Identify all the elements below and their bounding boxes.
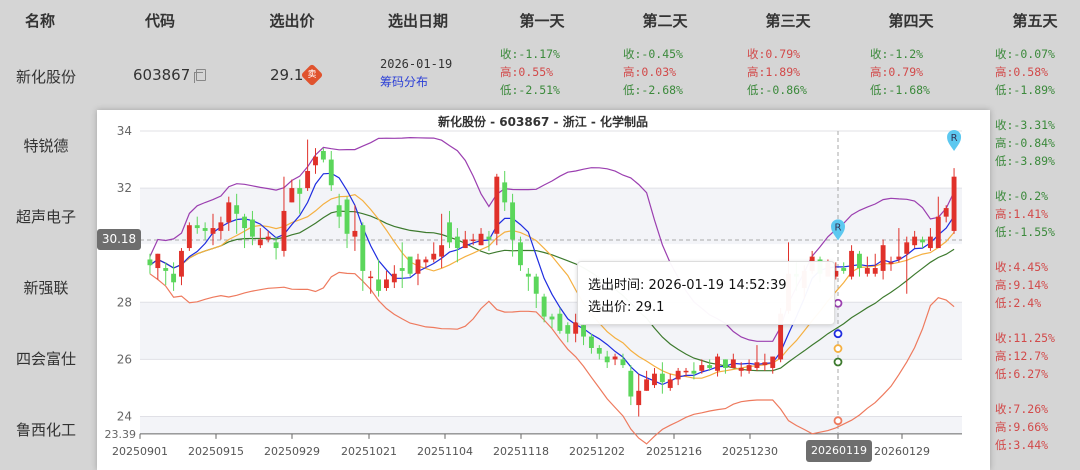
stock-code: 603867: [133, 66, 191, 84]
kline-chart-popup: 24 26 28 32 34 23.39 新化股份 - 603867 - 浙江 - 化学制品…: [97, 110, 990, 470]
svg-text:20250929: 20250929: [264, 445, 320, 458]
y-axis-pointer-label: 30.18: [97, 229, 141, 250]
svg-text:R: R: [951, 133, 958, 144]
day-high-pct: 高:12.7%: [995, 349, 1049, 363]
svg-text:20251202: 20251202: [569, 445, 625, 458]
tooltip-price: 选出价: 29.1: [588, 300, 665, 315]
day-close-pct: 收:-0.07%: [995, 47, 1055, 61]
day-high-pct: 高:0.58%: [995, 65, 1049, 79]
day-high-pct: 高:0.03%: [623, 65, 677, 79]
column-header: 第二天: [642, 12, 688, 30]
stock-name[interactable]: 四会富仕: [15, 350, 77, 368]
day-low-pct: 低:2.4%: [995, 296, 1042, 310]
svg-text:26: 26: [117, 352, 132, 366]
day-low-pct: 低:-2.51%: [500, 83, 560, 97]
column-header: 第四天: [888, 12, 934, 30]
day-close-pct: 收:11.25%: [995, 331, 1055, 345]
day-close-pct: 收:-1.17%: [500, 47, 560, 61]
svg-text:34: 34: [117, 124, 132, 138]
column-header: 第五天: [1012, 12, 1058, 30]
day-high-pct: 高:9.14%: [995, 278, 1049, 292]
day-close-pct: 收:-1.2%: [870, 47, 924, 61]
x-axis-pointer-label: 20260119: [806, 440, 872, 462]
stock-name[interactable]: 鲁西化工: [15, 421, 77, 439]
svg-text:28: 28: [117, 295, 132, 309]
column-header: 第三天: [765, 12, 811, 30]
svg-text:新化股份 - 603867 - 浙江 - 化学制品: 新化股份 - 603867 - 浙江 - 化学制品: [438, 114, 648, 129]
svg-text:20250901: 20250901: [112, 445, 168, 458]
svg-text:24: 24: [117, 410, 132, 424]
column-header: 第一天: [519, 12, 565, 30]
copy-icon[interactable]: [194, 69, 206, 83]
selected-date: 2026-01-19: [380, 57, 453, 71]
day-high-pct: 高:1.89%: [747, 65, 801, 79]
day-low-pct: 低:-0.86%: [747, 83, 807, 97]
day-high-pct: 高:0.55%: [500, 65, 554, 79]
day-low-pct: 低:-1.68%: [870, 83, 930, 97]
sell-icon[interactable]: 卖: [300, 63, 324, 87]
column-header: 名称: [24, 12, 56, 30]
day-high-pct: 高:9.66%: [995, 420, 1049, 434]
svg-text:20251021: 20251021: [341, 445, 397, 458]
day-high-pct: 高:1.41%: [995, 207, 1049, 221]
svg-text:23.39: 23.39: [105, 428, 137, 441]
day-low-pct: 低:-1.89%: [995, 83, 1055, 97]
stock-name[interactable]: 新化股份: [15, 68, 77, 86]
day-close-pct: 收:0.79%: [747, 47, 801, 61]
day-low-pct: 低:6.27%: [995, 367, 1049, 381]
svg-text:20251118: 20251118: [493, 445, 549, 458]
svg-text:20250915: 20250915: [188, 445, 244, 458]
kline-chart[interactable]: 24 26 28 32 34 23.39 新化股份 - 603867 - 浙江 - 化学制品…: [97, 110, 990, 470]
stock-name[interactable]: 新强联: [23, 279, 69, 297]
column-header: 选出价: [269, 12, 315, 30]
day-low-pct: 低:-3.89%: [995, 154, 1055, 168]
stock-name[interactable]: 超声电子: [15, 208, 77, 226]
stock-name[interactable]: 特锐德: [23, 137, 69, 155]
table-header: 名称 代码 选出价 选出日期 第一天 第二天 第三天 第四天 第五天: [0, 0, 1080, 40]
chart-tooltip: 选出时间: 2026-01-19 14:52:39 选出价: 29.1: [577, 261, 835, 325]
sell-icon-label: 卖: [307, 70, 317, 80]
svg-text:20251230: 20251230: [722, 445, 778, 458]
tooltip-time: 选出时间: 2026-01-19 14:52:39: [588, 278, 787, 293]
day-low-pct: 低:-1.55%: [995, 225, 1055, 239]
day-close-pct: 收:7.26%: [995, 402, 1049, 416]
day-low-pct: 低:-2.68%: [623, 83, 683, 97]
column-header: 代码: [144, 12, 176, 30]
chip-distribution-link[interactable]: 筹码分布: [380, 75, 429, 89]
day-close-pct: 收:-0.2%: [995, 189, 1049, 203]
day-high-pct: 高:0.79%: [870, 65, 924, 79]
day-close-pct: 收:-0.45%: [623, 47, 683, 61]
day-close-pct: 收:4.45%: [995, 260, 1049, 274]
svg-text:R: R: [835, 222, 842, 233]
svg-text:20251216: 20251216: [646, 445, 702, 458]
svg-text:20251104: 20251104: [417, 445, 473, 458]
selected-price: 29.1: [270, 66, 304, 84]
day-low-pct: 低:3.44%: [995, 438, 1049, 452]
svg-text:20260129: 20260129: [874, 445, 930, 458]
day-close-pct: 收:-3.31%: [995, 118, 1055, 132]
svg-text:32: 32: [117, 181, 132, 195]
column-header: 选出日期: [387, 12, 449, 30]
day-high-pct: 高:-0.84%: [995, 136, 1055, 150]
